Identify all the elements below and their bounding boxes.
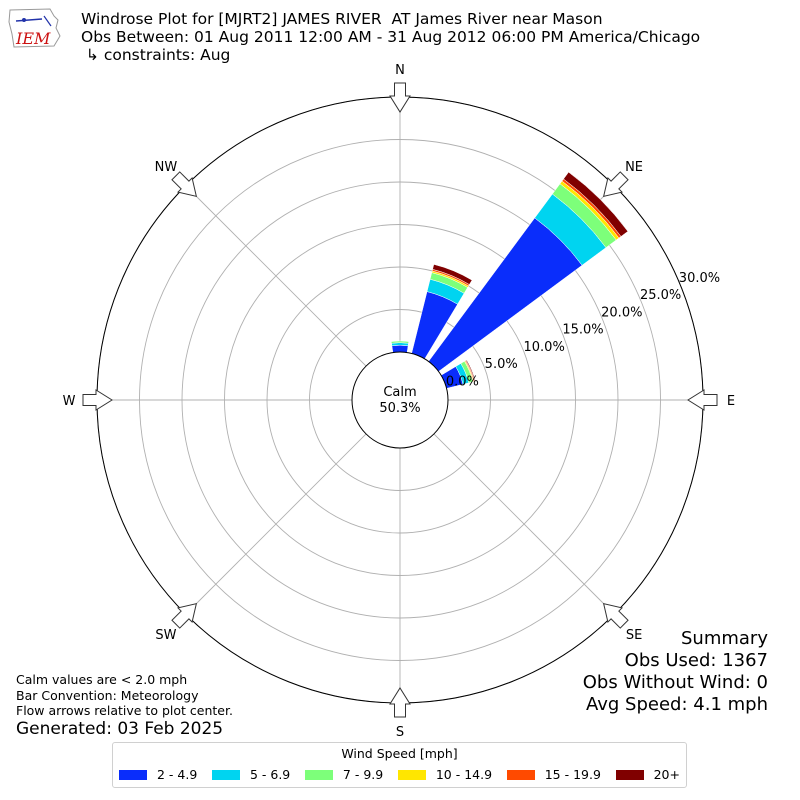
- compass-label: E: [727, 394, 735, 409]
- summary-title: Summary: [681, 628, 768, 649]
- compass-arrow-icon: [389, 687, 411, 718]
- legend-item: 10 - 14.9: [397, 767, 493, 782]
- legend-item: 7 - 9.9: [304, 767, 384, 782]
- legend-label: 2 - 4.9: [157, 767, 198, 782]
- grid-ring: [266, 266, 534, 534]
- title-line-2: Obs Between: 01 Aug 2011 12:00 AM - 31 A…: [81, 28, 701, 46]
- radial-tick-label: 30.0%: [679, 271, 720, 286]
- compass-label: N: [395, 63, 405, 78]
- radial-tick-label: 10.0%: [524, 340, 565, 355]
- legend-label: 20+: [653, 767, 680, 782]
- generated-date: Generated: 03 Feb 2025: [16, 719, 224, 739]
- legend-swatch: [506, 769, 535, 780]
- compass-label: NW: [155, 160, 178, 175]
- calm-label: Calm: [383, 385, 416, 400]
- wind-bar-segment: [391, 344, 409, 353]
- grid-ring: [181, 181, 619, 619]
- grid-ring: [309, 309, 491, 491]
- legend-title: Wind Speed [mph]: [341, 746, 458, 761]
- legend: Wind Speed [mph] 2 - 4.9 5 - 6.9 7 - 9.9 10…: [112, 742, 687, 788]
- grid-ring: [139, 139, 661, 661]
- radial-tick-label: 0.0%: [446, 374, 479, 389]
- wind-bar-segment: [465, 359, 476, 382]
- compass-label: SE: [626, 628, 642, 643]
- title-line-3: ↳ constraints: Aug: [81, 46, 231, 64]
- wind-bar-segment: [432, 264, 473, 285]
- compass-arrow-icon: [687, 389, 718, 411]
- compass-arrow-icon: [82, 389, 113, 411]
- legend-swatch: [615, 769, 644, 780]
- compass-arrow-icon: [171, 171, 198, 198]
- compass-arrow-icon: [602, 171, 629, 198]
- arrows-note: Flow arrows relative to plot center.: [16, 703, 233, 718]
- notes-block: Calm values are < 2.0 mph Bar Convention…: [16, 672, 233, 719]
- legend-swatch: [397, 769, 426, 780]
- legend-item: 15 - 19.9: [506, 767, 601, 782]
- calm-circle: [351, 351, 449, 449]
- radial-tick-label: 25.0%: [640, 288, 681, 303]
- radial-tick-label: 5.0%: [485, 357, 518, 372]
- convention-note: Bar Convention: Meteorology: [16, 687, 199, 703]
- legend-swatch: [211, 769, 240, 780]
- legend-items: 2 - 4.9 5 - 6.9 7 - 9.9 10 - 14.9 15 - 19.9 2…: [119, 767, 680, 782]
- radial-tick-label: 20.0%: [601, 305, 642, 320]
- grid-ring: [224, 224, 576, 576]
- summary-block: Summary Obs Used: 1367 Obs Without Wind:…: [583, 628, 768, 716]
- summary-obs-without-wind: Obs Without Wind: 0: [582, 672, 768, 693]
- legend-item: 20+: [615, 767, 680, 782]
- legend-swatch: [119, 769, 147, 780]
- compass-arrow-icon: [602, 602, 629, 629]
- wind-bar-segment: [390, 340, 410, 344]
- svg-text:IEM: IEM: [15, 29, 51, 48]
- radial-tick-label: 15.0%: [562, 323, 603, 338]
- compass-label: W: [63, 394, 76, 409]
- compass-arrow-icon: [389, 82, 411, 113]
- summary-obs-used: Obs Used: 1367: [624, 650, 768, 671]
- compass-arrow-icon: [171, 602, 198, 629]
- iem-logo: IEM: [8, 8, 61, 48]
- compass-label: S: [396, 725, 404, 740]
- legend-label: 15 - 19.9: [544, 767, 601, 782]
- chart-title: Windrose Plot for [MJRT2] JAMES RIVER AT…: [81, 10, 700, 64]
- legend-label: 7 - 9.9: [342, 767, 384, 782]
- compass-label: SW: [155, 628, 176, 643]
- summary-avg-speed: Avg Speed: 4.1 mph: [586, 694, 768, 715]
- title-line-1: Windrose Plot for [MJRT2] JAMES RIVER AT…: [81, 10, 603, 28]
- compass-label: NE: [625, 160, 643, 175]
- calm-note: Calm values are < 2.0 mph: [16, 672, 188, 687]
- calm-value: 50.3%: [379, 401, 420, 416]
- legend-label: 5 - 6.9: [249, 767, 291, 782]
- legend-swatch: [304, 769, 333, 780]
- wind-bar-segment: [563, 171, 629, 237]
- legend-item: 2 - 4.9: [119, 767, 197, 782]
- legend-label: 10 - 14.9: [435, 767, 493, 782]
- legend-item: 5 - 6.9: [211, 767, 291, 782]
